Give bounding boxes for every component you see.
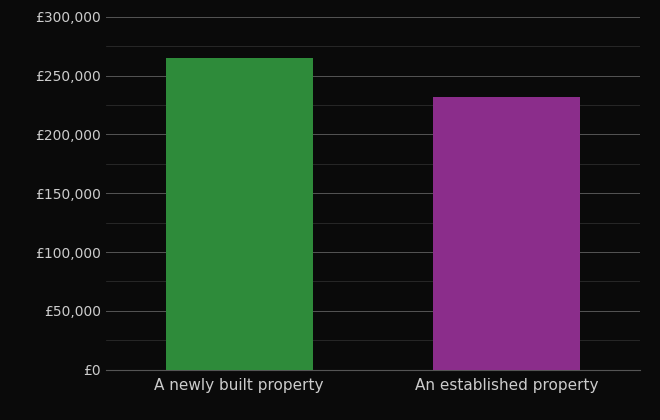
Bar [166,58,313,370]
Bar [433,97,580,370]
